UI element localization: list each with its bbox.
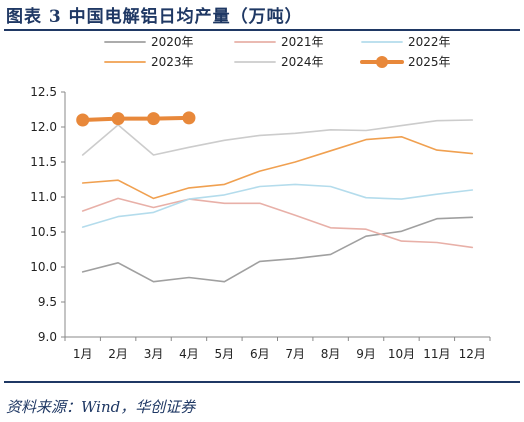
source-rule bbox=[4, 381, 520, 383]
y-tick-label: 9.5 bbox=[38, 295, 57, 309]
x-tick-label: 10月 bbox=[388, 347, 415, 361]
legend-label: 2021年 bbox=[281, 35, 324, 49]
y-tick-label: 11.0 bbox=[30, 190, 57, 204]
series-line-1 bbox=[81, 197, 474, 249]
x-tick-label: 8月 bbox=[321, 347, 341, 361]
series-line-4 bbox=[81, 119, 474, 156]
legend-label: 2020年 bbox=[151, 35, 194, 49]
y-tick-label: 12.0 bbox=[30, 120, 57, 134]
y-tick-label: 9.0 bbox=[38, 330, 57, 344]
legend-label: 2024年 bbox=[281, 55, 324, 69]
legend-marker bbox=[376, 56, 388, 68]
x-tick-label: 3月 bbox=[144, 347, 164, 361]
data-point bbox=[182, 111, 196, 125]
data-point bbox=[76, 113, 90, 127]
legend-label: 2022年 bbox=[408, 35, 451, 49]
legend-label: 2025年 bbox=[408, 55, 451, 69]
source-note: 资料来源：Wind，华创证券 bbox=[6, 398, 196, 416]
series-line-5 bbox=[80, 115, 191, 122]
chart-axes: 9.0 9.5 10.0 10.5 11.0 11.5 12.0 12.5 1月 2月 3月 4月 5月… bbox=[30, 85, 491, 361]
line-chart: 9.0 9.5 10.0 10.5 11.0 11.5 12.0 12.5 1月 2月 3月 4月 5月… bbox=[30, 35, 491, 361]
x-tick-label: 7月 bbox=[285, 347, 305, 361]
x-tick-label: 4月 bbox=[179, 347, 199, 361]
x-tick-label: 11月 bbox=[423, 347, 450, 361]
x-tick-label: 1月 bbox=[73, 347, 93, 361]
legend-label: 2023年 bbox=[151, 55, 194, 69]
chart-series bbox=[76, 111, 474, 283]
y-tick-label: 12.5 bbox=[30, 85, 57, 99]
y-tick-label: 10.5 bbox=[30, 225, 57, 239]
series-line-2 bbox=[81, 183, 474, 228]
y-tick-label: 10.0 bbox=[30, 260, 57, 274]
series-line-0 bbox=[81, 216, 474, 283]
x-tick-label: 2月 bbox=[108, 347, 128, 361]
series-line-3 bbox=[81, 136, 474, 200]
data-point bbox=[147, 112, 161, 126]
title-rule bbox=[4, 29, 520, 31]
x-tick-label: 9月 bbox=[356, 347, 376, 361]
data-point bbox=[111, 112, 125, 126]
y-tick-label: 11.5 bbox=[30, 155, 57, 169]
chart-legend: 2020年 2021年 2022年 2023年 2024年 2025年 bbox=[104, 35, 451, 69]
x-tick-label: 6月 bbox=[250, 347, 270, 361]
x-tick-label: 5月 bbox=[215, 347, 235, 361]
figure-title: 图表 3 中国电解铝日均产量（万吨） bbox=[6, 7, 303, 27]
x-tick-label: 12月 bbox=[459, 347, 486, 361]
